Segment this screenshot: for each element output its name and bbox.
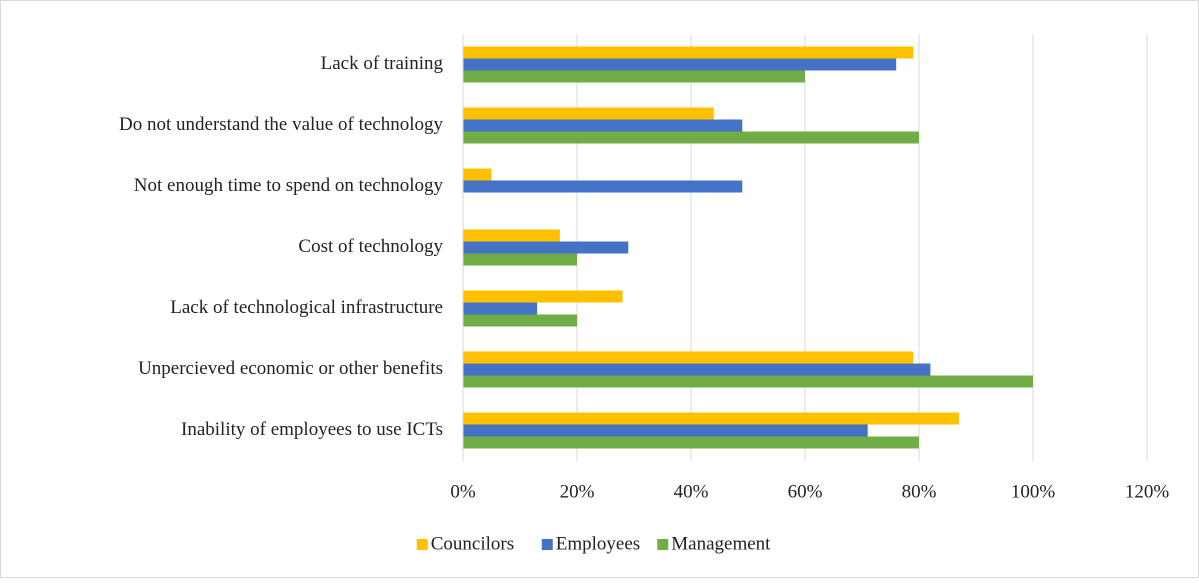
y-tick-label: Unpercieved economic or other benefits bbox=[138, 358, 443, 379]
y-tick-label: Do not understand the value of technolog… bbox=[119, 114, 443, 135]
y-tick-label: Cost of technology bbox=[298, 236, 443, 257]
bar bbox=[463, 375, 1033, 388]
y-tick-label: Lack of training bbox=[321, 53, 444, 74]
bar bbox=[463, 351, 914, 364]
y-tick-label: Not enough time to spend on technology bbox=[134, 175, 444, 196]
bar bbox=[463, 302, 538, 315]
bar bbox=[463, 436, 919, 449]
bar bbox=[463, 241, 629, 254]
y-tick-label: Lack of technological infrastructure bbox=[170, 297, 443, 318]
x-tick-label: 60% bbox=[788, 481, 823, 502]
bar bbox=[463, 253, 577, 266]
x-tick-label: 0% bbox=[450, 481, 476, 502]
bar bbox=[463, 363, 931, 376]
x-tick-label: 20% bbox=[560, 481, 595, 502]
legend-label: Councilors bbox=[431, 533, 514, 554]
bar bbox=[463, 314, 577, 327]
legend-label: Management bbox=[671, 533, 771, 554]
legend-swatch bbox=[541, 539, 553, 550]
bar bbox=[463, 119, 743, 132]
bar bbox=[463, 131, 919, 144]
bar bbox=[463, 180, 743, 193]
bar bbox=[463, 58, 897, 71]
legend-swatch bbox=[657, 539, 669, 550]
x-tick-label: 120% bbox=[1125, 481, 1170, 502]
bar bbox=[463, 424, 868, 437]
y-tick-label: Inability of employees to use ICTs bbox=[181, 419, 443, 440]
bar bbox=[463, 412, 959, 425]
bar bbox=[463, 290, 623, 303]
bar bbox=[463, 107, 714, 120]
bar bbox=[463, 229, 560, 242]
x-tick-label: 40% bbox=[674, 481, 709, 502]
x-tick-label: 100% bbox=[1011, 481, 1056, 502]
bar bbox=[463, 70, 805, 83]
bar bbox=[463, 46, 914, 59]
x-tick-label: 80% bbox=[902, 481, 937, 502]
bar bbox=[463, 168, 492, 181]
legend-label: Employees bbox=[556, 533, 640, 554]
legend-swatch bbox=[416, 539, 428, 550]
